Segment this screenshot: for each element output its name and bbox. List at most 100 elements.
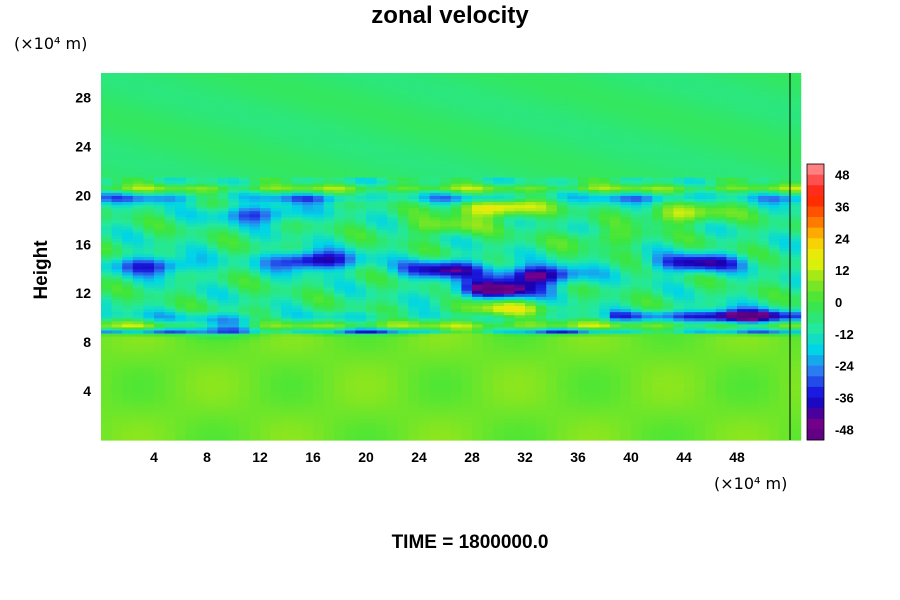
field-cell xyxy=(461,403,473,407)
field-cell xyxy=(715,418,727,423)
field-cell xyxy=(450,305,462,310)
field-cell xyxy=(641,384,653,389)
field-cell xyxy=(567,296,579,300)
field-cell xyxy=(397,311,409,316)
field-cell xyxy=(472,397,484,401)
field-cell xyxy=(281,274,293,279)
field-cell xyxy=(419,412,431,417)
field-cell xyxy=(472,326,484,331)
field-cell xyxy=(344,235,356,239)
field-cell xyxy=(175,207,187,212)
field-cell xyxy=(631,394,643,398)
field-cell xyxy=(652,256,664,261)
field-cell xyxy=(694,384,706,389)
field-cell xyxy=(154,277,166,282)
field-cell xyxy=(556,372,568,377)
field-cell xyxy=(482,412,494,417)
field-cell xyxy=(196,332,208,337)
field-cell xyxy=(334,421,346,426)
field-cell xyxy=(228,311,240,316)
field-cell xyxy=(694,314,706,319)
field-cell xyxy=(291,216,303,221)
field-cell xyxy=(715,360,727,365)
field-cell xyxy=(164,391,176,395)
field-cell xyxy=(143,317,155,322)
field-cell xyxy=(705,311,717,316)
field-cell xyxy=(217,369,229,374)
field-cell xyxy=(334,326,346,331)
field-cell xyxy=(366,305,378,310)
field-cell xyxy=(673,268,685,273)
field-cell xyxy=(556,424,568,429)
field-cell xyxy=(270,228,282,233)
field-cell xyxy=(525,320,537,325)
field-cell xyxy=(366,354,378,359)
field-cell xyxy=(419,256,431,261)
field-cell xyxy=(260,265,272,270)
field-cell xyxy=(514,336,526,340)
field-cell xyxy=(207,210,219,215)
field-cell xyxy=(344,305,356,310)
field-cell xyxy=(768,305,780,310)
field-cell xyxy=(281,418,293,423)
field-cell xyxy=(514,436,526,441)
field-cell xyxy=(790,427,802,432)
field-cell xyxy=(546,436,558,441)
field-cell xyxy=(525,293,537,297)
field-cell xyxy=(376,244,388,248)
field-cell xyxy=(238,232,250,236)
field-cell xyxy=(228,235,240,239)
field-cell xyxy=(344,415,356,420)
field-cell xyxy=(684,244,696,248)
field-cell xyxy=(588,421,600,426)
field-cell xyxy=(143,210,155,215)
field-cell xyxy=(408,433,420,438)
field-cell xyxy=(694,238,706,242)
field-cell xyxy=(143,400,155,404)
field-cell xyxy=(758,244,770,248)
field-cell xyxy=(207,259,219,264)
field-cell xyxy=(493,268,505,273)
field-cell xyxy=(578,348,590,352)
field-cell xyxy=(143,366,155,371)
field-cell xyxy=(207,277,219,282)
field-cell xyxy=(132,296,144,300)
field-cell xyxy=(429,253,441,258)
field-cell xyxy=(175,314,187,319)
field-cell xyxy=(556,384,568,389)
field-cell xyxy=(482,262,494,267)
field-cell xyxy=(313,384,325,389)
field-cell xyxy=(302,244,314,248)
field-cell xyxy=(429,415,441,420)
field-cell xyxy=(270,391,282,395)
field-cell xyxy=(313,222,325,227)
field-cell xyxy=(111,345,123,349)
field-cell xyxy=(260,388,272,392)
field-cell xyxy=(313,436,325,441)
field-cell xyxy=(684,433,696,438)
field-cell xyxy=(790,305,802,310)
field-cell xyxy=(472,354,484,359)
field-cell xyxy=(387,311,399,316)
field-cell xyxy=(366,332,378,337)
field-cell xyxy=(196,415,208,420)
field-cell xyxy=(228,299,240,303)
field-cell xyxy=(122,235,134,239)
field-cell xyxy=(207,244,219,248)
field-cell xyxy=(694,339,706,343)
field-cell xyxy=(228,397,240,401)
field-cell xyxy=(652,250,664,255)
field-cell xyxy=(726,363,738,368)
field-cell xyxy=(482,247,494,251)
field-cell xyxy=(715,433,727,438)
field-cell xyxy=(525,290,537,294)
field-cell xyxy=(461,287,473,291)
field-cell xyxy=(132,406,144,411)
field-cell xyxy=(556,339,568,343)
field-cell xyxy=(323,293,335,297)
field-cell xyxy=(578,326,590,331)
field-cell xyxy=(726,406,738,411)
field-cell xyxy=(217,363,229,368)
field-cell xyxy=(525,296,537,300)
field-cell xyxy=(514,241,526,245)
